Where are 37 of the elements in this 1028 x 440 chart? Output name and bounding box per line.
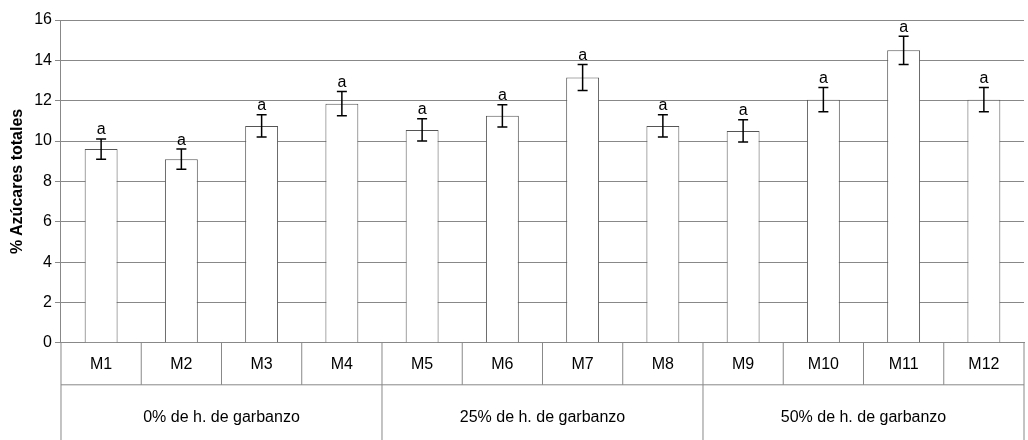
text: 25% de h. de garbanzo — [459, 408, 626, 426]
y-tick-label: 12 — [34, 91, 53, 109]
data-label: a — [899, 17, 909, 35]
x-tick-label: M5 — [411, 354, 434, 372]
x-tick-label: M6 — [491, 354, 514, 372]
data-label: a — [257, 96, 267, 114]
x-tick-label: M1 — [90, 354, 113, 372]
data-label: a — [658, 96, 668, 114]
data-label: a — [417, 100, 427, 118]
data-label: a — [96, 120, 106, 138]
x-tick-label: M10 — [807, 354, 840, 372]
x-tick-label: M8 — [651, 354, 675, 372]
data-label: a — [979, 68, 989, 86]
y-tick-label: 2 — [43, 292, 53, 310]
x-tick-label: M7 — [571, 354, 594, 372]
data-label: a — [578, 45, 588, 63]
y-tick-label: 10 — [34, 131, 53, 149]
x-tick-label: M9 — [732, 354, 755, 372]
x-tick-label: M2 — [170, 354, 193, 372]
data-label: a — [818, 68, 828, 86]
y-axis-title: % Azúcares totales — [8, 108, 26, 255]
data-label: a — [176, 130, 186, 148]
data-label: a — [738, 101, 748, 119]
x-tick-label: M3 — [250, 354, 273, 372]
x-tick-label: M12 — [968, 354, 1000, 372]
data-label: a — [337, 73, 347, 91]
y-tick-label: 4 — [43, 252, 53, 270]
x-tick-label: M11 — [888, 354, 919, 372]
y-tick-label: 8 — [43, 171, 53, 189]
x-tick-label: M4 — [330, 354, 354, 372]
y-tick-label: 14 — [34, 50, 53, 68]
text: 50% de h. de garbanzo — [780, 408, 947, 426]
y-tick-label: 16 — [34, 10, 53, 28]
y-tick-label: 0 — [43, 333, 53, 351]
text: 0% de h. de garbanzo — [143, 408, 300, 426]
data-label: a — [497, 86, 507, 104]
y-tick-label: 6 — [43, 212, 53, 230]
